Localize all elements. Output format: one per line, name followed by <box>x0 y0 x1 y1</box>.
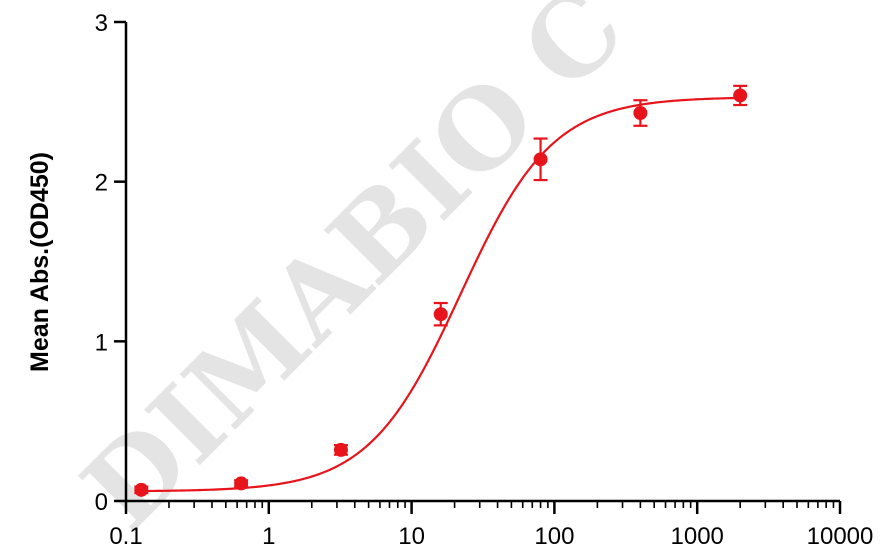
data-points <box>134 84 748 497</box>
data-point-group <box>234 476 249 491</box>
data-point <box>333 442 348 457</box>
x-ticks: 0.1 1 10 100 1000 10000 <box>109 501 873 550</box>
x-tick-label: 10 <box>398 523 425 550</box>
x-tick-label: 1 <box>262 523 275 550</box>
y-ticks: 0 1 2 3 <box>95 10 126 516</box>
watermark: DIMABIO C <box>59 0 648 553</box>
data-point <box>234 476 249 491</box>
data-point <box>433 307 448 322</box>
axes <box>124 22 840 503</box>
data-point-group <box>333 442 348 457</box>
data-point <box>533 152 548 167</box>
y-tick-label: 1 <box>95 329 108 356</box>
data-point <box>733 88 748 103</box>
y-tick-label: 0 <box>95 489 108 516</box>
x-tick-label: 10000 <box>807 523 874 550</box>
x-tick-label: 0.1 <box>109 523 142 550</box>
x-tick-label: 100 <box>534 523 574 550</box>
x-tick-label: 1000 <box>671 523 724 550</box>
y-axis-title: Mean Abs.(OD450) <box>26 152 54 372</box>
data-point-group <box>733 84 748 107</box>
data-point <box>134 482 149 497</box>
y-tick-label: 2 <box>95 170 108 197</box>
data-point-group <box>633 99 648 127</box>
data-point-group <box>134 482 149 497</box>
data-point-group <box>533 137 548 182</box>
data-point <box>633 106 648 121</box>
data-point-group <box>433 301 448 327</box>
y-tick-label: 3 <box>95 10 108 37</box>
